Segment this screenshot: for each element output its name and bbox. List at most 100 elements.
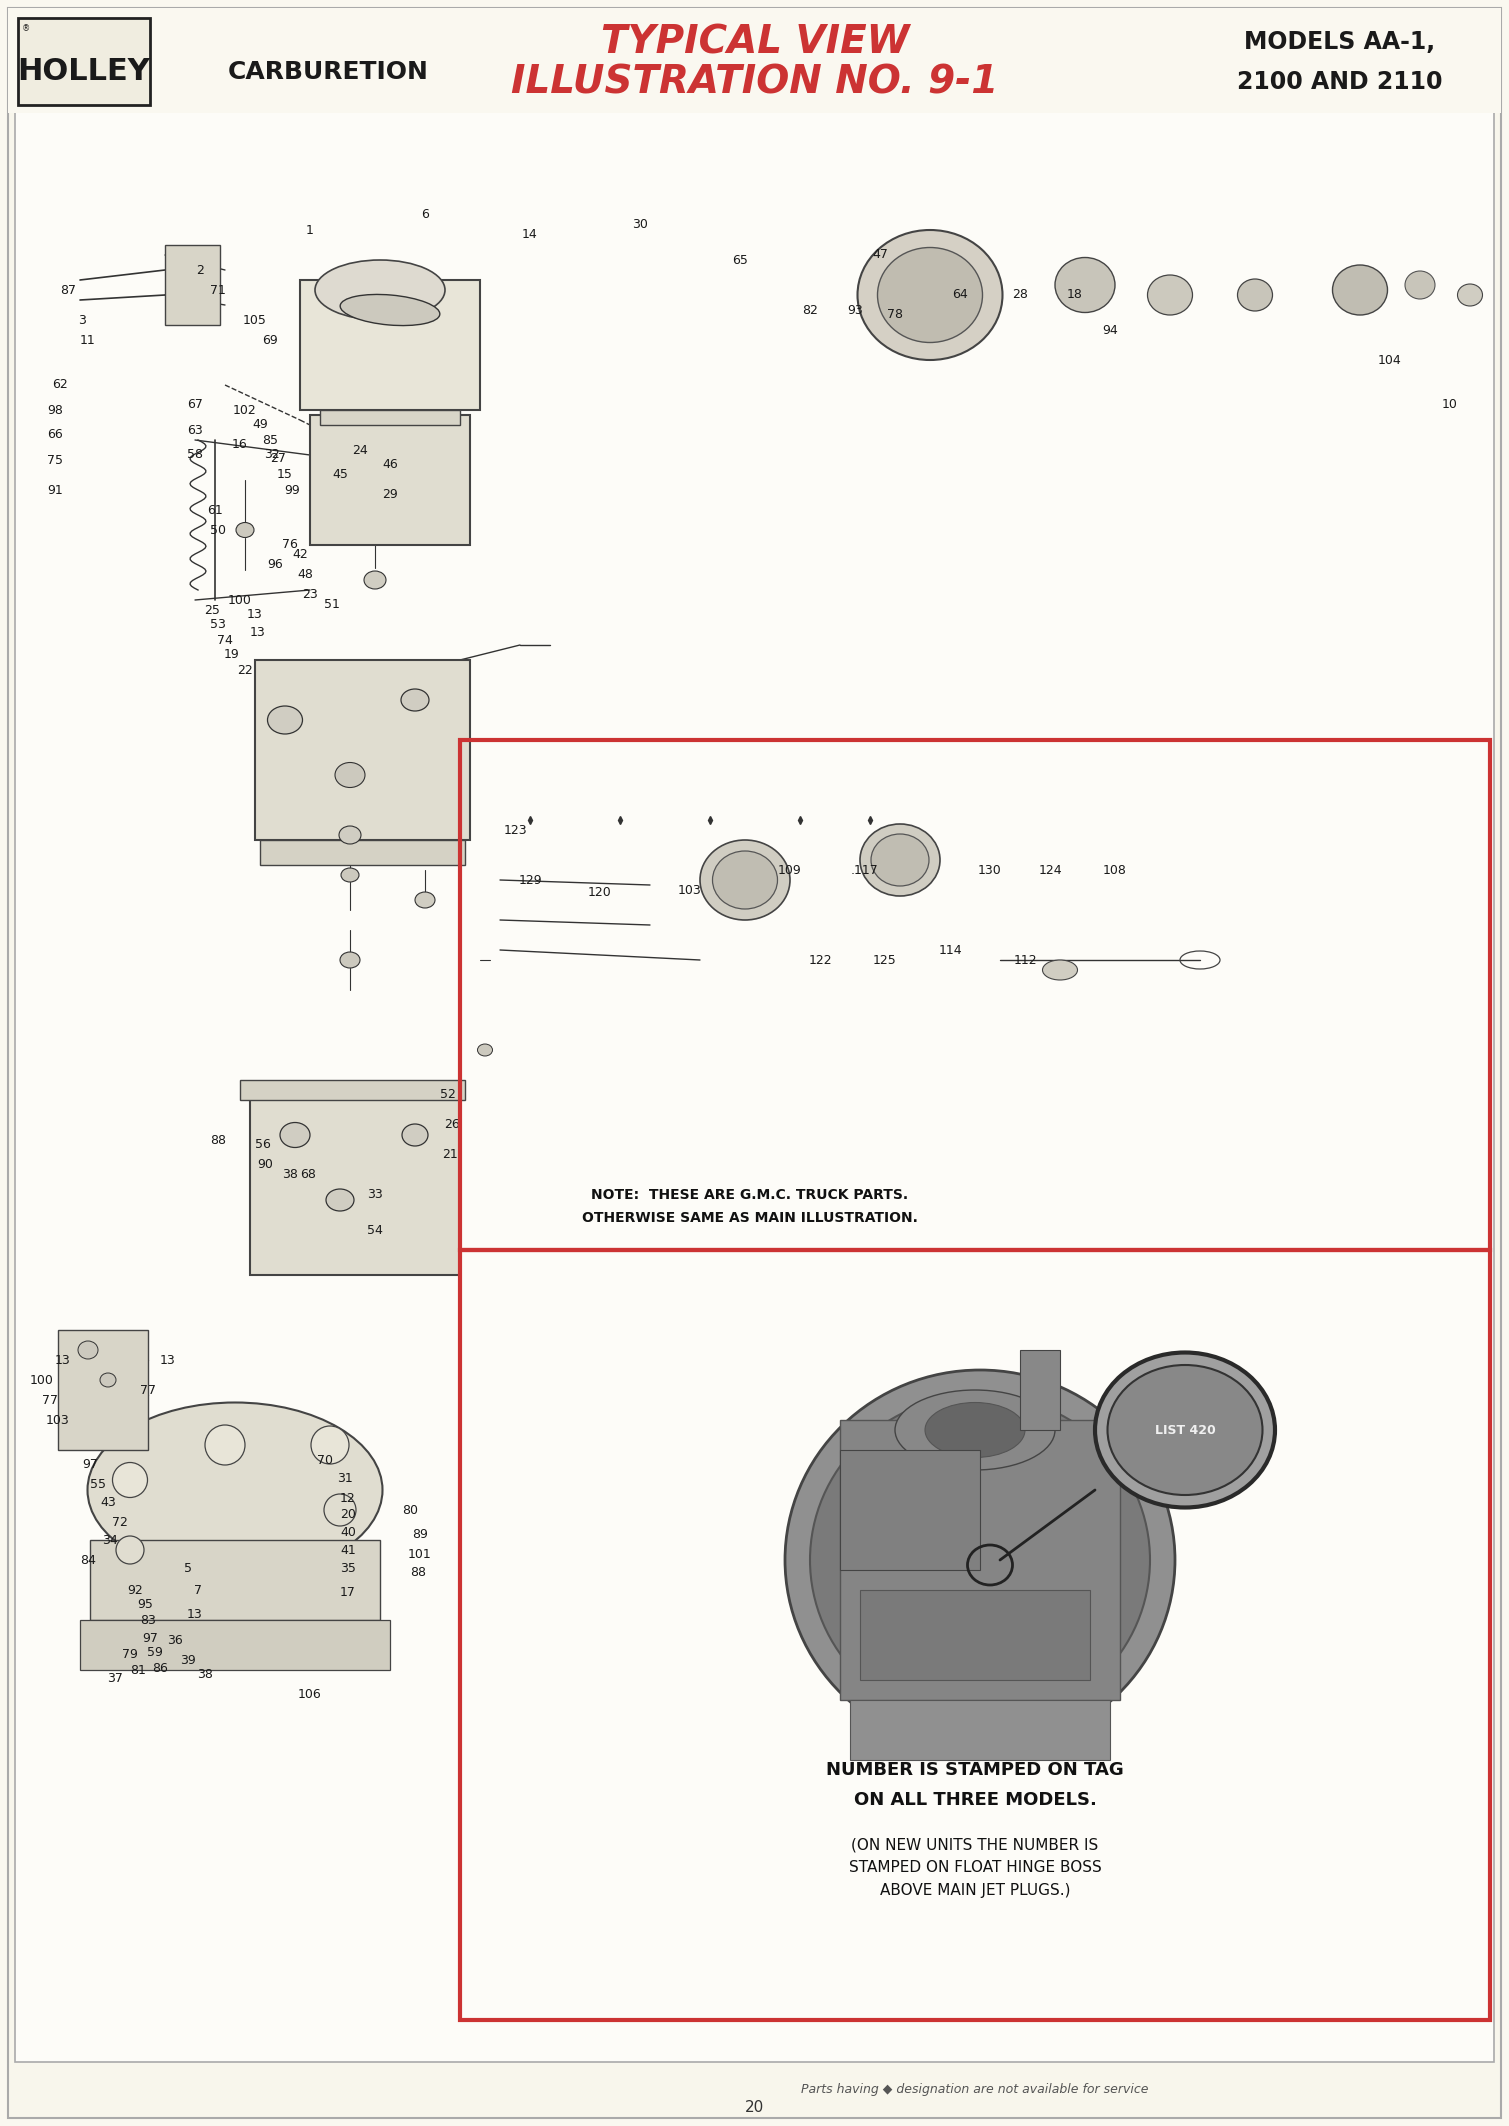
Text: 18: 18 — [1067, 289, 1083, 302]
Text: 124: 124 — [1038, 863, 1062, 876]
Text: 34: 34 — [103, 1533, 118, 1546]
Ellipse shape — [78, 1342, 98, 1359]
Text: 88: 88 — [210, 1133, 226, 1146]
Text: 13: 13 — [160, 1354, 177, 1367]
Ellipse shape — [1108, 1365, 1263, 1495]
Ellipse shape — [1055, 257, 1115, 313]
Text: TYPICAL VIEW: TYPICAL VIEW — [601, 23, 910, 62]
Text: 14: 14 — [522, 227, 537, 242]
Text: 39: 39 — [180, 1654, 196, 1667]
Text: 53: 53 — [210, 619, 226, 631]
Ellipse shape — [335, 763, 365, 787]
Text: 13: 13 — [250, 625, 266, 638]
Ellipse shape — [1458, 285, 1482, 306]
Text: 1: 1 — [306, 223, 314, 236]
Bar — [80, 1620, 389, 1671]
Text: 96: 96 — [267, 559, 282, 572]
Ellipse shape — [1405, 270, 1435, 300]
Text: 102: 102 — [232, 404, 257, 417]
Text: 81: 81 — [130, 1663, 146, 1677]
Text: ON ALL THREE MODELS.: ON ALL THREE MODELS. — [854, 1790, 1097, 1809]
Text: 97: 97 — [142, 1631, 158, 1646]
Text: NUMBER IS STAMPED ON TAG: NUMBER IS STAMPED ON TAG — [825, 1760, 1124, 1779]
Text: 30: 30 — [632, 219, 647, 232]
Text: 35: 35 — [340, 1560, 356, 1575]
Text: 93: 93 — [847, 304, 863, 317]
Text: 13: 13 — [247, 608, 263, 621]
Text: 72: 72 — [112, 1516, 128, 1529]
Text: 92: 92 — [127, 1584, 143, 1597]
Text: 31: 31 — [337, 1471, 353, 1484]
Text: 52: 52 — [441, 1089, 456, 1101]
Ellipse shape — [1237, 279, 1272, 310]
Bar — [91, 1539, 380, 1620]
Text: 109: 109 — [779, 863, 801, 876]
Ellipse shape — [113, 1463, 148, 1497]
Text: 106: 106 — [299, 1688, 321, 1701]
Text: 90: 90 — [257, 1159, 273, 1171]
Text: 41: 41 — [340, 1543, 356, 1556]
Ellipse shape — [895, 1390, 1055, 1469]
Text: CARBURETION: CARBURETION — [228, 60, 429, 85]
Text: 100: 100 — [228, 593, 252, 606]
Text: 66: 66 — [47, 429, 63, 442]
Text: 103: 103 — [678, 884, 702, 897]
Text: 85: 85 — [263, 434, 278, 446]
Ellipse shape — [860, 825, 940, 895]
Text: 77: 77 — [42, 1393, 57, 1407]
Bar — [1020, 1350, 1059, 1431]
Ellipse shape — [878, 247, 982, 342]
Text: 89: 89 — [412, 1529, 429, 1541]
Text: 62: 62 — [53, 378, 68, 391]
Ellipse shape — [1096, 1352, 1275, 1507]
Text: 42: 42 — [293, 549, 308, 561]
Text: 99: 99 — [284, 483, 300, 497]
Ellipse shape — [871, 833, 930, 887]
Text: ABOVE MAIN JET PLUGS.): ABOVE MAIN JET PLUGS.) — [880, 1884, 1070, 1899]
Text: HOLLEY: HOLLEY — [18, 57, 151, 87]
Text: 19: 19 — [225, 648, 240, 661]
Ellipse shape — [116, 1535, 143, 1565]
Text: 59: 59 — [146, 1646, 163, 1658]
Ellipse shape — [88, 1403, 382, 1577]
Text: 38: 38 — [282, 1169, 297, 1182]
Text: 84: 84 — [80, 1554, 97, 1567]
Text: 37: 37 — [107, 1671, 122, 1684]
Text: 68: 68 — [300, 1169, 315, 1182]
Text: 20: 20 — [745, 2100, 765, 2115]
Text: 64: 64 — [952, 289, 967, 302]
Text: 79: 79 — [122, 1648, 137, 1663]
Ellipse shape — [100, 1373, 116, 1386]
Text: 32: 32 — [264, 449, 279, 461]
Text: 48: 48 — [297, 568, 312, 583]
Text: 80: 80 — [401, 1503, 418, 1516]
Text: 82: 82 — [803, 304, 818, 317]
Text: 47: 47 — [872, 249, 887, 261]
Text: 45: 45 — [332, 468, 349, 480]
Text: 75: 75 — [47, 453, 63, 466]
Text: 69: 69 — [263, 334, 278, 347]
Text: 86: 86 — [152, 1663, 167, 1675]
Text: 112: 112 — [1013, 952, 1037, 967]
Text: 21: 21 — [442, 1148, 457, 1161]
Text: 58: 58 — [187, 449, 204, 461]
Text: 33: 33 — [367, 1188, 383, 1201]
Text: 94: 94 — [1102, 323, 1118, 336]
Text: 54: 54 — [367, 1222, 383, 1237]
Text: 108: 108 — [1103, 863, 1127, 876]
Text: 10: 10 — [1443, 398, 1458, 412]
Text: ILLUSTRATION NO. 9-1: ILLUSTRATION NO. 9-1 — [512, 64, 999, 102]
Ellipse shape — [364, 572, 386, 589]
Ellipse shape — [340, 827, 361, 844]
Text: 13: 13 — [56, 1354, 71, 1367]
Text: 17: 17 — [340, 1586, 356, 1599]
Text: 13: 13 — [187, 1609, 202, 1622]
Ellipse shape — [785, 1369, 1176, 1750]
Text: 22: 22 — [237, 663, 254, 676]
Ellipse shape — [340, 293, 439, 325]
Text: STAMPED ON FLOAT HINGE BOSS: STAMPED ON FLOAT HINGE BOSS — [848, 1860, 1102, 1875]
Ellipse shape — [341, 867, 359, 882]
Text: 24: 24 — [352, 444, 368, 457]
Text: 50: 50 — [210, 523, 226, 536]
Text: 70: 70 — [317, 1454, 333, 1467]
